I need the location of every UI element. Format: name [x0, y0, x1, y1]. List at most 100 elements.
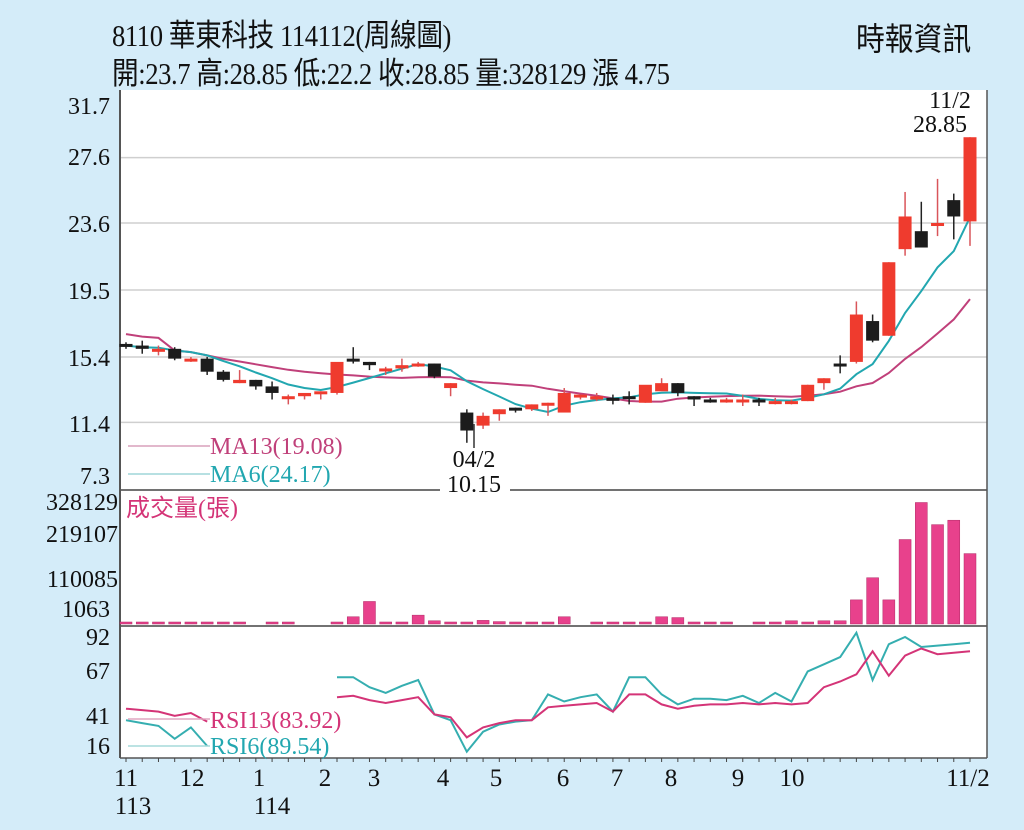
- candle-body: [768, 401, 782, 405]
- volume-bar: [752, 621, 766, 625]
- candle-body: [557, 392, 571, 413]
- candle-body: [866, 321, 880, 341]
- candle-body: [151, 348, 165, 352]
- volume-bar: [476, 620, 490, 625]
- y-tick: 31.7: [68, 94, 110, 120]
- y-tick: 328129: [46, 490, 118, 516]
- candle-body: [638, 384, 652, 403]
- candle-body: [833, 363, 847, 367]
- volume-bar: [687, 621, 701, 625]
- candle-body: [427, 363, 441, 377]
- year-label: 113: [115, 793, 152, 820]
- volume-bar: [119, 621, 133, 625]
- volume-bar: [947, 519, 961, 625]
- x-label: 6: [557, 765, 570, 792]
- candle-body: [298, 392, 312, 397]
- candle-body: [671, 383, 685, 393]
- volume-bar: [639, 621, 652, 625]
- candle-body: [752, 399, 766, 403]
- volume-bar: [915, 502, 928, 625]
- volume-bar: [411, 614, 425, 625]
- y-tick: 23.6: [68, 212, 110, 238]
- y-tick: 19.5: [68, 279, 110, 305]
- x-label: 10: [780, 765, 805, 792]
- volume-bar: [833, 620, 847, 625]
- candle-body: [801, 384, 815, 402]
- candle-body: [395, 365, 409, 369]
- high-annotation-value: 28.85: [913, 112, 967, 138]
- candle-body: [233, 379, 247, 384]
- high-annotation-date: 11/2: [929, 88, 971, 114]
- candle-body: [703, 399, 717, 403]
- volume-bar: [395, 621, 409, 625]
- candle-body: [963, 137, 977, 222]
- rsi6-path: [337, 630, 971, 754]
- volume-bar: [704, 621, 717, 625]
- rsi13-path: [125, 707, 208, 723]
- volume-bar: [493, 621, 506, 625]
- volume-bar: [850, 599, 863, 625]
- rsi13-legend: RSI13(83.92): [210, 708, 341, 734]
- low-annotation-bg: [440, 472, 510, 494]
- x-axis-labels: 11 12 1 2 3 4 5 6 7 8 9 10 11/2 113 114: [114, 765, 990, 820]
- volume-bar: [801, 621, 814, 625]
- volume-bar: [606, 621, 620, 625]
- price-y-axis: 31.7 27.6 23.6 19.5 15.4 11.4 7.3: [68, 94, 110, 490]
- y-tick: 16: [86, 734, 110, 760]
- ma13-legend: MA13(19.08): [210, 434, 343, 460]
- rsi-lines: [125, 630, 971, 754]
- y-tick: 41: [86, 704, 110, 730]
- rsi-y-axis: 92 67 41 16: [86, 625, 110, 760]
- y-tick: 7.3: [80, 464, 110, 490]
- volume-bar: [931, 524, 944, 625]
- candle-body: [265, 386, 279, 393]
- volume-y-axis: 328129 219107 110085 1063: [46, 490, 118, 623]
- volume-bar: [168, 621, 181, 625]
- x-label: 11: [114, 765, 138, 792]
- candle-body: [379, 368, 393, 372]
- rsi6-legend: RSI6(89.54): [210, 734, 329, 760]
- x-axis-ticks: [125, 758, 971, 762]
- candle-body: [281, 396, 295, 400]
- year-label: 114: [254, 793, 291, 820]
- candle-body: [687, 396, 701, 400]
- x-label: 4: [437, 765, 450, 792]
- candle-body: [914, 231, 928, 248]
- candle-body: [119, 343, 133, 347]
- volume-bar: [866, 577, 879, 625]
- volume-bar: [330, 621, 344, 625]
- candle-body: [314, 391, 328, 395]
- candle-body: [184, 358, 198, 362]
- volume-bar: [135, 621, 149, 625]
- volume-bar: [379, 621, 392, 625]
- candle-body: [492, 409, 506, 415]
- volume-bar: [655, 616, 668, 625]
- plot-area: [120, 90, 987, 758]
- x-label: 8: [665, 765, 678, 792]
- candle-body: [330, 361, 344, 393]
- volume-bar: [444, 621, 457, 625]
- x-label: 7: [611, 765, 624, 792]
- candle-body: [882, 262, 896, 336]
- candle-body: [817, 378, 831, 384]
- candle-body: [655, 383, 669, 392]
- y-tick: 92: [86, 625, 110, 651]
- candle-body: [525, 404, 539, 410]
- candle-body: [346, 358, 360, 362]
- candle-body: [849, 314, 863, 362]
- volume-bar: [282, 621, 295, 625]
- volume-bar: [898, 539, 912, 625]
- volume-bar: [785, 620, 798, 625]
- x-label: 11/2: [946, 765, 990, 792]
- ma6-legend: MA6(24.17): [210, 462, 331, 488]
- candle-body: [606, 397, 620, 401]
- y-tick: 15.4: [68, 346, 110, 372]
- candle-body: [411, 363, 425, 367]
- candle-body: [249, 379, 263, 387]
- volume-title: 成交量(張): [126, 495, 238, 522]
- volume-bar: [152, 621, 165, 625]
- x-label: 9: [732, 765, 745, 792]
- y-tick: 27.6: [68, 145, 110, 171]
- y-tick: 110085: [47, 567, 118, 593]
- chart-title: 8110 華東科技 114112(周線圖): [112, 18, 452, 53]
